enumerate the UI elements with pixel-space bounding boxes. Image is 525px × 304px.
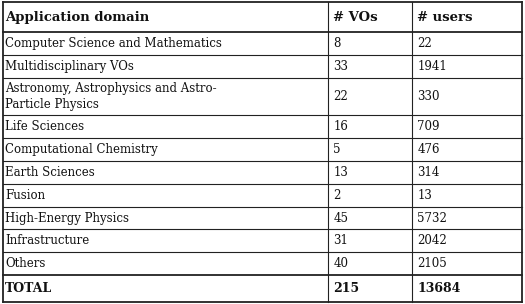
Text: Application domain: Application domain	[5, 11, 150, 24]
Text: Computer Science and Mathematics: Computer Science and Mathematics	[5, 37, 222, 50]
Text: 13: 13	[417, 189, 432, 202]
Text: 8: 8	[333, 37, 341, 50]
Text: Infrastructure: Infrastructure	[5, 234, 89, 247]
Text: 476: 476	[417, 143, 440, 156]
Text: 2042: 2042	[417, 234, 447, 247]
Text: 22: 22	[333, 90, 348, 103]
Text: High-Energy Physics: High-Energy Physics	[5, 212, 129, 225]
Text: 215: 215	[333, 282, 360, 295]
Text: 33: 33	[333, 60, 349, 73]
Text: 40: 40	[333, 257, 349, 270]
Text: 5: 5	[333, 143, 341, 156]
Text: # users: # users	[417, 11, 473, 24]
Text: 5732: 5732	[417, 212, 447, 225]
Text: Life Sciences: Life Sciences	[5, 120, 85, 133]
Text: 2: 2	[333, 189, 341, 202]
Text: 45: 45	[333, 212, 349, 225]
Text: 31: 31	[333, 234, 348, 247]
Text: Astronomy, Astrophysics and Astro-
Particle Physics: Astronomy, Astrophysics and Astro- Parti…	[5, 82, 217, 111]
Text: 314: 314	[417, 166, 440, 179]
Text: 13: 13	[333, 166, 348, 179]
Text: 16: 16	[333, 120, 348, 133]
Text: 2105: 2105	[417, 257, 447, 270]
Text: 330: 330	[417, 90, 440, 103]
Text: Computational Chemistry: Computational Chemistry	[5, 143, 158, 156]
Text: TOTAL: TOTAL	[5, 282, 53, 295]
Text: 709: 709	[417, 120, 440, 133]
Text: Others: Others	[5, 257, 46, 270]
Text: 22: 22	[417, 37, 432, 50]
Text: Fusion: Fusion	[5, 189, 45, 202]
Text: 13684: 13684	[417, 282, 461, 295]
Text: Earth Sciences: Earth Sciences	[5, 166, 95, 179]
Text: 1941: 1941	[417, 60, 447, 73]
Text: Multidisciplinary VOs: Multidisciplinary VOs	[5, 60, 134, 73]
Text: # VOs: # VOs	[333, 11, 378, 24]
